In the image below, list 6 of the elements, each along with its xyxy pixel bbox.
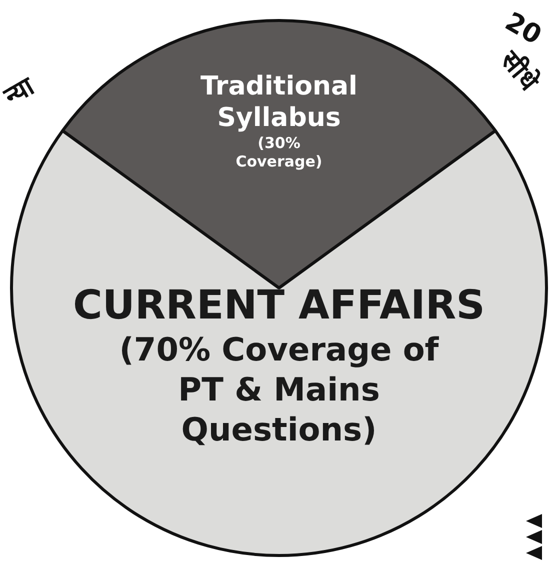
slice-label: CURRENT AFFAIRS <box>73 282 485 329</box>
data-label: (30% Coverage) <box>236 134 322 171</box>
slice-label: Traditional Syllabus <box>200 72 358 133</box>
text: सीधे <box>494 44 545 98</box>
data-label: (70% Coverage of PT & Mains Questions) <box>119 330 440 448</box>
text: न्या <box>0 70 40 113</box>
